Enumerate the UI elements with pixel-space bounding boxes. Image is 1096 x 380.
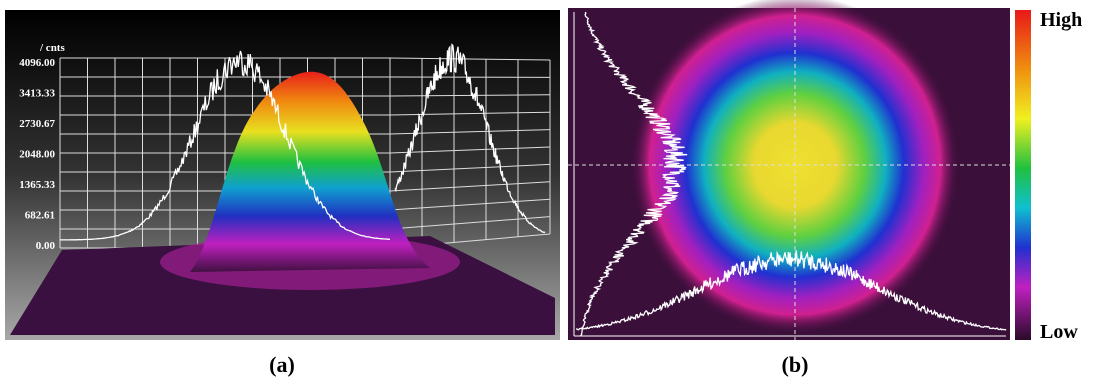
caption: (b) [782, 352, 809, 377]
y-tick-label: 4096.00 [19, 57, 55, 69]
colorbar [1015, 10, 1031, 340]
y-tick-label: 0.00 [36, 240, 56, 252]
y-tick-label: 2730.67 [19, 118, 55, 130]
y-tick-label: 3413.33 [19, 88, 55, 100]
figure: / cnts 4096.00 3413.33 2730.67 2048.00 1365.… [0, 0, 1096, 380]
colorbar-high: High [1040, 9, 1082, 31]
colorbar-low: Low [1040, 321, 1078, 343]
caption: (a) [269, 352, 295, 377]
unit-label: / cnts [39, 42, 65, 54]
y-tick-label: 682.61 [25, 210, 55, 222]
y-tick-label: 1365.33 [19, 179, 55, 191]
y-tick-label: 2048.00 [19, 149, 55, 161]
